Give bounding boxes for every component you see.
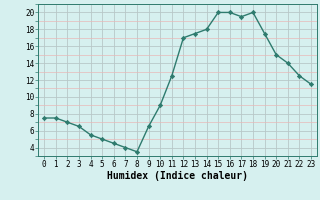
- X-axis label: Humidex (Indice chaleur): Humidex (Indice chaleur): [107, 171, 248, 181]
